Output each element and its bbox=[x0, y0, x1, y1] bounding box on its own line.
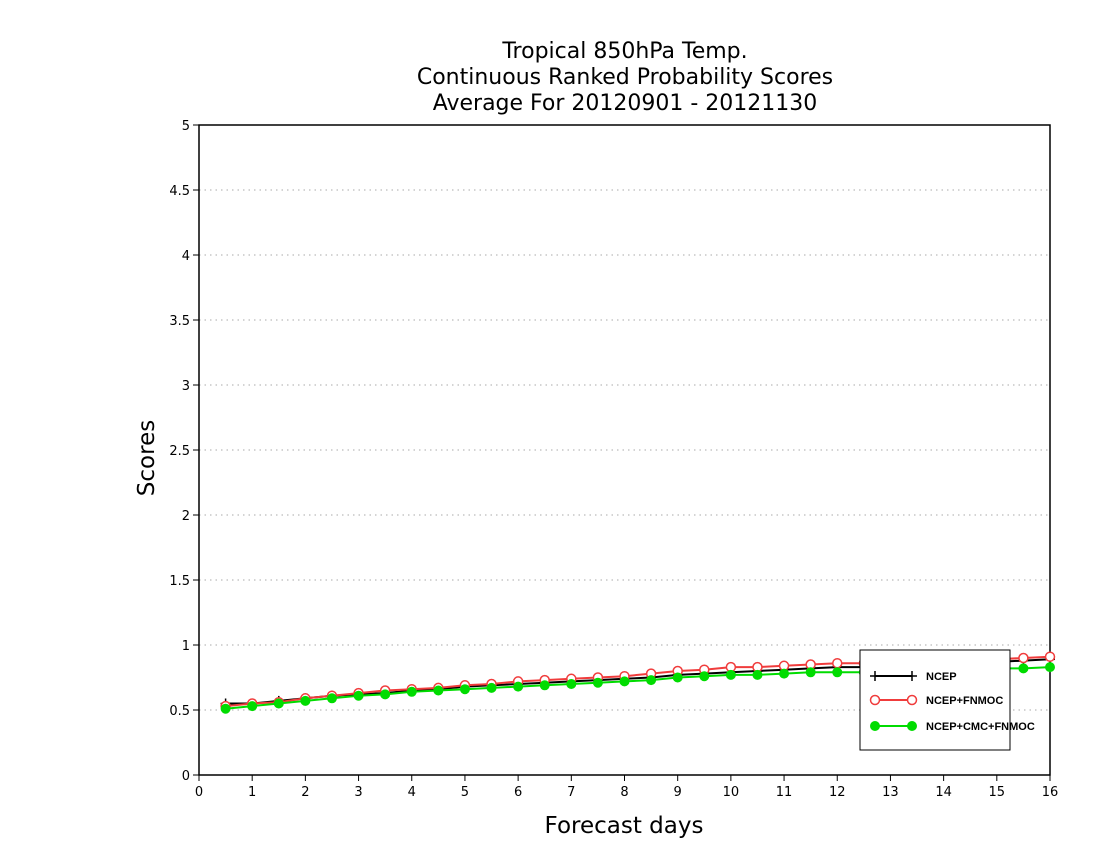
legend-marker-end bbox=[906, 694, 918, 706]
y-tick-label: 3.5 bbox=[169, 314, 190, 329]
y-tick-label: 3 bbox=[182, 379, 190, 394]
data-point-ncep-cmc-fnmoc bbox=[539, 680, 550, 691]
y-tick-label: 2.5 bbox=[169, 444, 190, 459]
legend-label: NCEP bbox=[926, 671, 957, 683]
chart-title-line-2: Continuous Ranked Probability Scores bbox=[417, 65, 833, 90]
data-point-ncep-cmc-fnmoc bbox=[273, 698, 284, 709]
data-point-ncep-cmc-fnmoc bbox=[1045, 662, 1055, 673]
y-tick-label: 4.5 bbox=[169, 184, 190, 199]
data-point-ncep-fnmoc bbox=[1044, 651, 1056, 662]
x-tick-label: 3 bbox=[354, 785, 362, 800]
data-point-ncep-cmc-fnmoc bbox=[220, 703, 231, 714]
data-point-ncep-cmc-fnmoc bbox=[300, 695, 311, 706]
y-tick-label: 5 bbox=[182, 119, 190, 134]
data-point-ncep-cmc-fnmoc bbox=[805, 667, 816, 678]
data-point-ncep-cmc-fnmoc bbox=[566, 679, 577, 689]
data-point-ncep-cmc-fnmoc bbox=[247, 701, 258, 712]
legend: NCEP NCEP+FNMOC NCEP+CMC+FNMOC bbox=[859, 649, 1035, 751]
x-tick-label: 1 bbox=[248, 785, 256, 800]
legend-entry-ncep: NCEP bbox=[870, 671, 957, 683]
y-tick-label: 2 bbox=[182, 509, 190, 524]
y-tick-label: 4 bbox=[182, 249, 190, 264]
data-point-ncep-cmc-fnmoc bbox=[725, 669, 736, 680]
data-point-ncep-cmc-fnmoc bbox=[619, 676, 630, 687]
legend-label: NCEP+FNMOC bbox=[926, 695, 1003, 707]
legend-entry-ncep-cmc-fnmoc: NCEP+CMC+FNMOC bbox=[870, 721, 1035, 733]
legend-marker-end bbox=[907, 671, 917, 681]
legend-marker-start bbox=[870, 671, 880, 681]
axis-ticks: 00.511.522.533.544.550 1 2 3 4 5 6 7 8 9 10 11 12 13 1… bbox=[169, 119, 1058, 800]
x-tick-label: 0 bbox=[195, 785, 203, 800]
x-tick-label: 10 bbox=[723, 785, 740, 800]
data-point-ncep-cmc-fnmoc bbox=[672, 672, 683, 683]
legend-label: NCEP+CMC+FNMOC bbox=[926, 721, 1035, 733]
y-tick-label: 0 bbox=[182, 769, 190, 784]
y-tick-label: 1.5 bbox=[169, 574, 190, 589]
data-point-ncep-cmc-fnmoc bbox=[326, 693, 337, 704]
x-tick-label: 13 bbox=[882, 785, 899, 800]
data-point-ncep-cmc-fnmoc bbox=[646, 675, 657, 686]
data-point-ncep-fnmoc bbox=[832, 657, 843, 669]
data-point-ncep-cmc-fnmoc bbox=[486, 682, 497, 693]
data-point-ncep-cmc-fnmoc bbox=[779, 668, 790, 679]
data-point-ncep-cmc-fnmoc bbox=[353, 690, 364, 701]
y-tick-label: 1 bbox=[182, 639, 190, 654]
x-tick-label: 9 bbox=[674, 785, 682, 800]
y-tick-label: 0.5 bbox=[169, 704, 190, 719]
legend-marker-start bbox=[869, 694, 881, 706]
data-point-ncep-cmc-fnmoc bbox=[433, 685, 444, 696]
x-tick-label: 12 bbox=[829, 785, 846, 800]
data-point-ncep-fnmoc bbox=[1018, 652, 1029, 664]
chart-title-line-1: Tropical 850hPa Temp. bbox=[501, 39, 747, 64]
x-tick-label: 8 bbox=[620, 785, 628, 800]
data-point-ncep-cmc-fnmoc bbox=[1018, 663, 1029, 674]
legend-marker-start bbox=[870, 721, 880, 731]
data-point-ncep-cmc-fnmoc bbox=[459, 684, 470, 695]
x-tick-label: 7 bbox=[567, 785, 575, 800]
x-tick-label: 5 bbox=[461, 785, 469, 800]
legend-marker-end bbox=[907, 721, 917, 731]
x-tick-label: 15 bbox=[989, 785, 1006, 800]
x-tick-label: 6 bbox=[514, 785, 522, 800]
data-point-ncep-cmc-fnmoc bbox=[832, 667, 843, 678]
y-axis-title: Scores bbox=[134, 420, 160, 496]
data-point-ncep-cmc-fnmoc bbox=[406, 686, 417, 697]
legend-entries: NCEP NCEP+FNMOC NCEP+CMC+FNMOC bbox=[869, 671, 1035, 733]
data-point-ncep-cmc-fnmoc bbox=[752, 669, 763, 680]
data-point-ncep-cmc-fnmoc bbox=[592, 677, 603, 688]
data-point-ncep-cmc-fnmoc bbox=[513, 681, 524, 692]
data-point-ncep-cmc-fnmoc bbox=[699, 671, 710, 682]
x-tick-label: 16 bbox=[1042, 785, 1059, 800]
data-point-ncep-cmc-fnmoc bbox=[380, 689, 391, 700]
x-axis-title: Forecast days bbox=[545, 813, 704, 839]
x-tick-label: 2 bbox=[301, 785, 309, 800]
x-tick-label: 4 bbox=[408, 785, 416, 800]
x-tick-label: 11 bbox=[776, 785, 793, 800]
legend-entry-ncep-fnmoc: NCEP+FNMOC bbox=[869, 694, 1003, 707]
x-tick-label: 14 bbox=[935, 785, 952, 800]
chart-title-line-3: Average For 20120901 - 20121130 bbox=[433, 91, 818, 116]
